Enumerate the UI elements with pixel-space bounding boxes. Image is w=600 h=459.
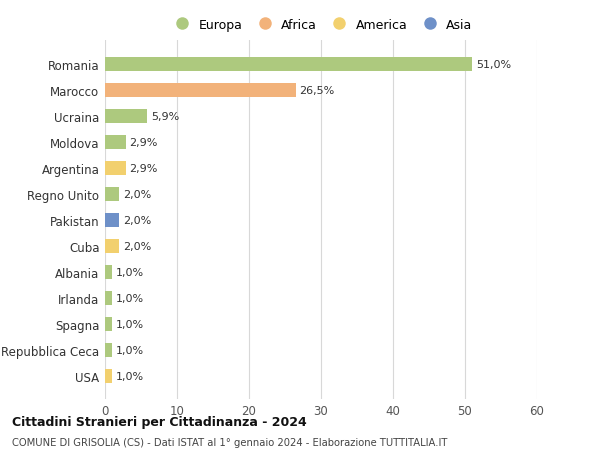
Legend: Europa, Africa, America, Asia: Europa, Africa, America, Asia <box>170 18 472 32</box>
Text: 1,0%: 1,0% <box>116 319 144 329</box>
Text: 2,9%: 2,9% <box>130 163 158 174</box>
Bar <box>105 84 296 98</box>
Text: 2,0%: 2,0% <box>123 190 151 199</box>
Text: 26,5%: 26,5% <box>299 86 335 95</box>
Text: Cittadini Stranieri per Cittadinanza - 2024: Cittadini Stranieri per Cittadinanza - 2… <box>12 415 307 428</box>
Text: 2,9%: 2,9% <box>130 138 158 147</box>
Text: COMUNE DI GRISOLIA (CS) - Dati ISTAT al 1° gennaio 2024 - Elaborazione TUTTITALI: COMUNE DI GRISOLIA (CS) - Dati ISTAT al … <box>12 437 448 447</box>
Bar <box>105 161 126 176</box>
Text: 1,0%: 1,0% <box>116 267 144 277</box>
Bar <box>105 265 112 280</box>
Bar <box>105 343 112 357</box>
Text: 1,0%: 1,0% <box>116 293 144 303</box>
Bar <box>105 135 126 150</box>
Bar <box>105 187 119 202</box>
Bar <box>105 109 148 124</box>
Bar <box>105 57 472 72</box>
Bar <box>105 239 119 253</box>
Bar <box>105 317 112 331</box>
Text: 5,9%: 5,9% <box>151 112 179 122</box>
Text: 2,0%: 2,0% <box>123 215 151 225</box>
Bar <box>105 369 112 383</box>
Bar <box>105 213 119 228</box>
Text: 51,0%: 51,0% <box>476 60 511 70</box>
Text: 1,0%: 1,0% <box>116 345 144 355</box>
Text: 2,0%: 2,0% <box>123 241 151 251</box>
Bar <box>105 291 112 305</box>
Text: 1,0%: 1,0% <box>116 371 144 381</box>
